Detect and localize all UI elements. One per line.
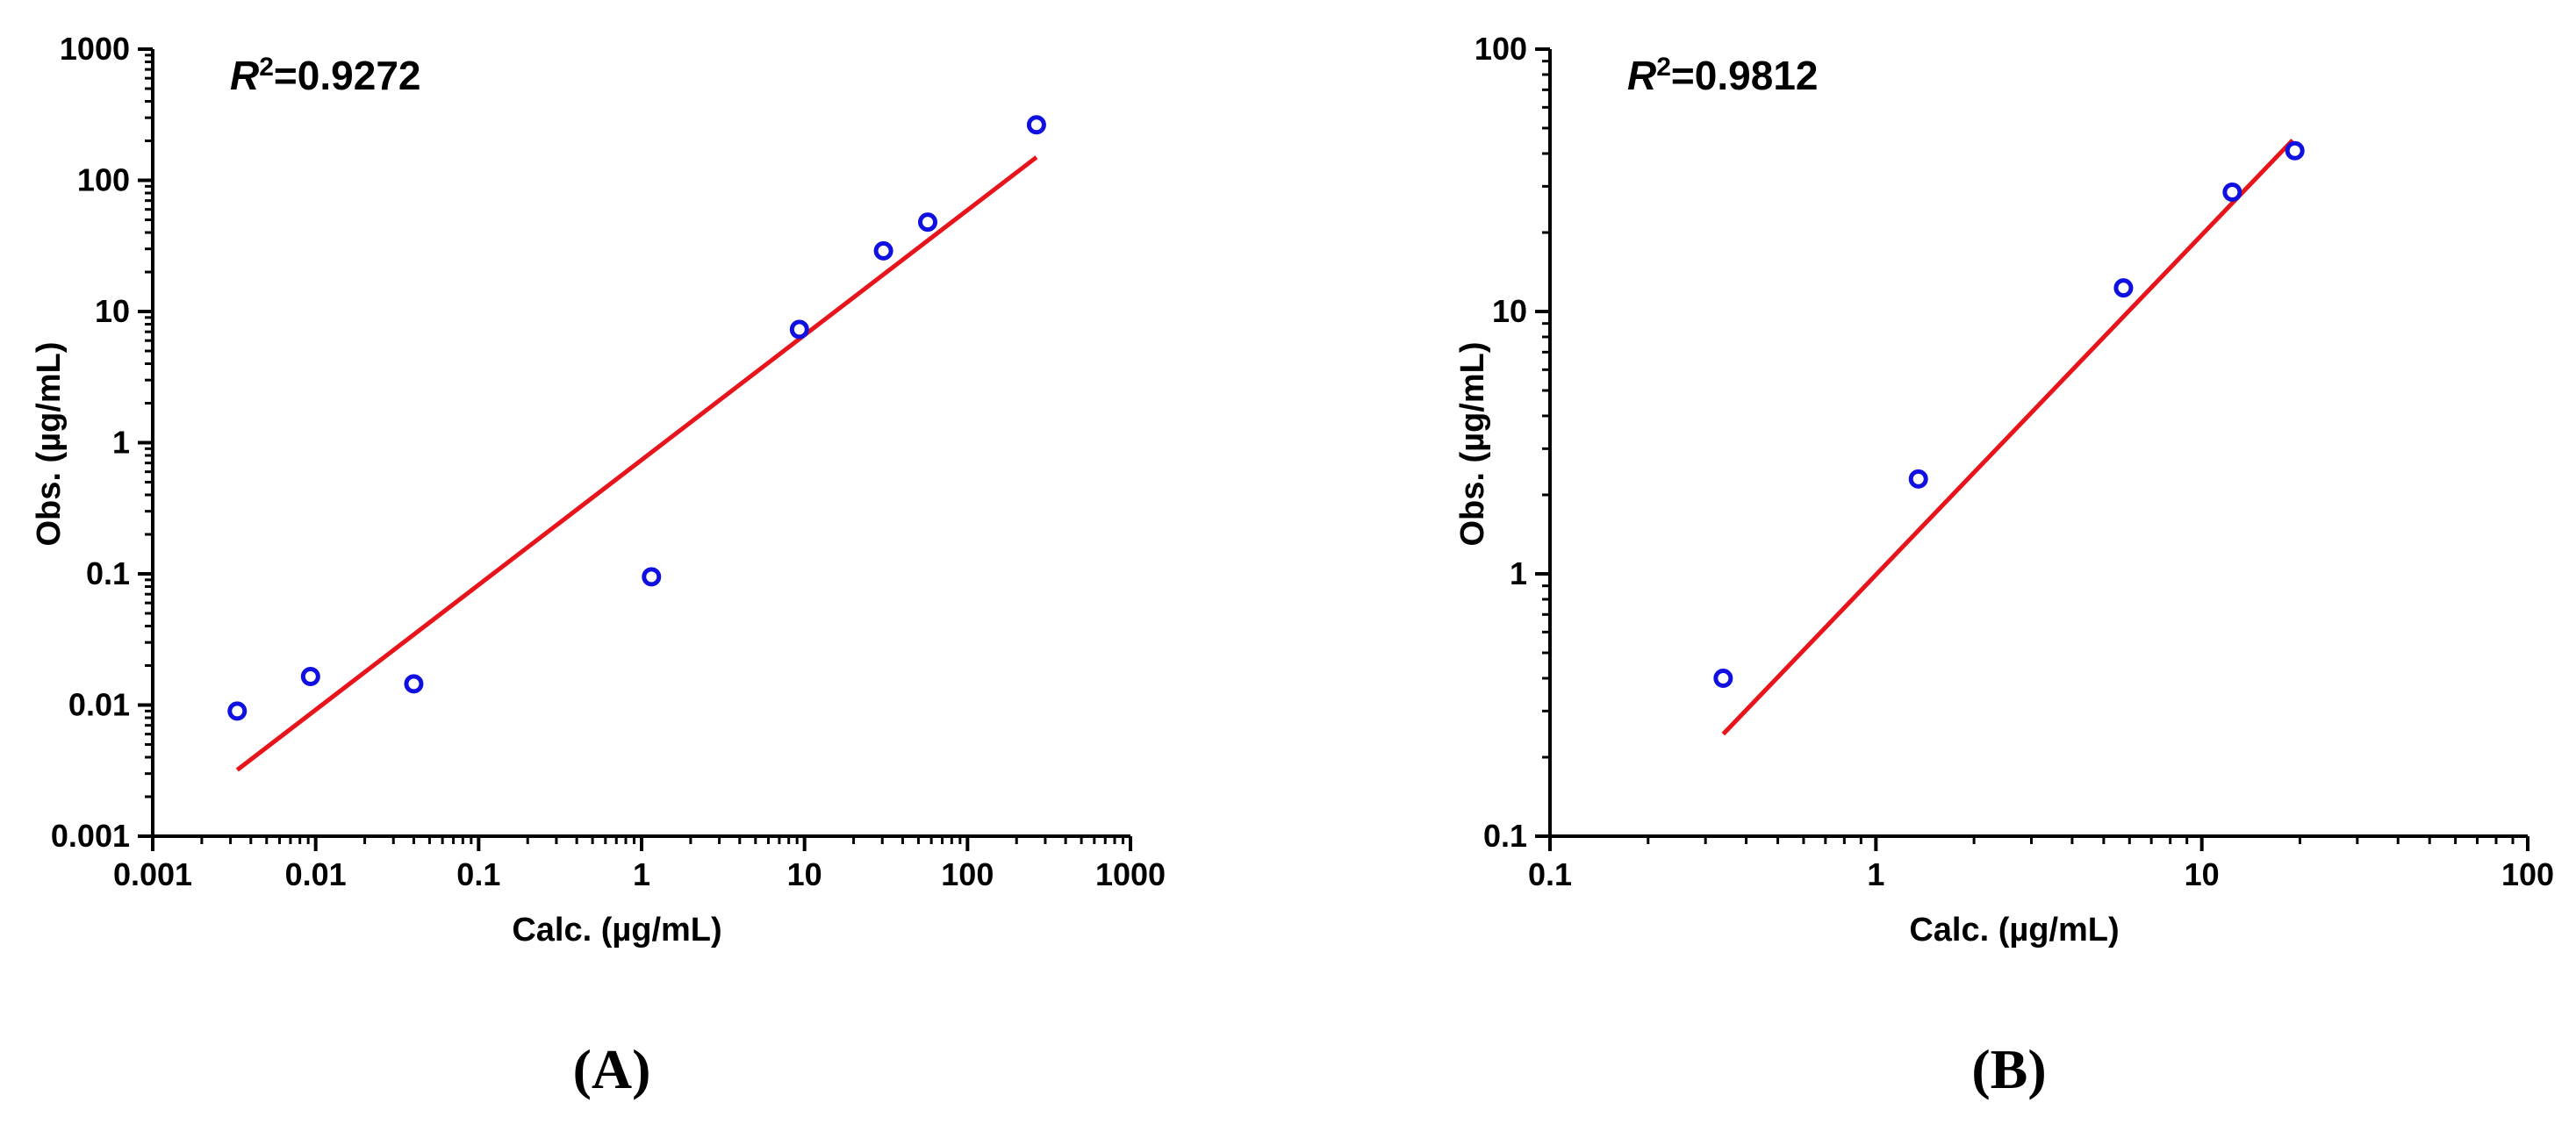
r-squared-annotation: R2=0.9272 [230, 53, 420, 99]
panel-a: R2=0.9272 0.001 0.01 0.1 1 10 100 10000.0010.0… [31, 31, 1166, 1100]
data-point [918, 212, 938, 233]
r-squared-annotation: R2=0.9812 [1627, 53, 1818, 99]
y-tick-label: 10 [95, 293, 130, 329]
y-tick-label: 0.1 [1483, 818, 1527, 854]
data-point [2285, 140, 2305, 161]
x-tick-label: 10 [2185, 856, 2220, 892]
regression-line [1721, 138, 2294, 736]
y-axis-title: Obs. (µg/mL) [1454, 342, 1491, 547]
data-point [1026, 115, 1046, 135]
y-tick-label: 0.01 [68, 687, 130, 723]
regression-line [235, 155, 1038, 772]
y-tick-label: 1 [1510, 555, 1527, 591]
x-axis-title: Calc. (µg/mL) [1909, 912, 2119, 949]
y-tick-label: 0.1 [86, 555, 130, 591]
y-tick-label: 100 [1475, 31, 1527, 67]
data-point [1908, 469, 1928, 489]
x-tick-label: 1000 [1095, 856, 1166, 892]
data-point [404, 674, 424, 694]
x-tick-label: 10 [787, 856, 822, 892]
data-point [642, 567, 662, 587]
y-axis-title: Obs. (µg/mL) [31, 342, 68, 547]
y-tick-label: 1 [112, 425, 130, 461]
data-point [2222, 183, 2242, 203]
x-axis-title: Calc. (µg/mL) [512, 912, 721, 949]
data-point [1713, 668, 1733, 688]
x-tick-label: 1 [633, 856, 650, 892]
x-tick-label: 1 [1867, 856, 1884, 892]
data-point [300, 666, 320, 686]
panel-b: R2=0.9812 0.1 1 10 100 0.1 1 10 100 Calc. (µg/m… [1454, 31, 2554, 1100]
y-tick-label: 100 [77, 162, 130, 198]
data-point [227, 701, 248, 721]
plot-area-a: 0.001 0.01 0.1 1 10 100 1000 0.001 0.01 0.1 1 10 100… [51, 31, 1166, 892]
x-tick-label: 0.1 [1528, 856, 1572, 892]
y-tick-label: 10 [1492, 293, 1527, 329]
x-tick-label: 0.1 [456, 856, 500, 892]
x-tick-label: 100 [2501, 856, 2554, 892]
y-tick-label: 1000 [60, 31, 130, 67]
data-point [789, 319, 809, 340]
panel-label-b: (B) [1971, 1038, 2046, 1100]
data-point [2113, 278, 2134, 298]
x-tick-label: 0.01 [285, 856, 347, 892]
data-point [873, 240, 893, 261]
x-tick-label: 0.001 [113, 856, 192, 892]
panel-label-a: (A) [573, 1038, 651, 1100]
x-tick-label: 100 [941, 856, 994, 892]
y-tick-label: 0.001 [51, 818, 130, 854]
plot-area-b: 0.1 1 10 100 0.1 1 10 100 [1475, 31, 2554, 892]
